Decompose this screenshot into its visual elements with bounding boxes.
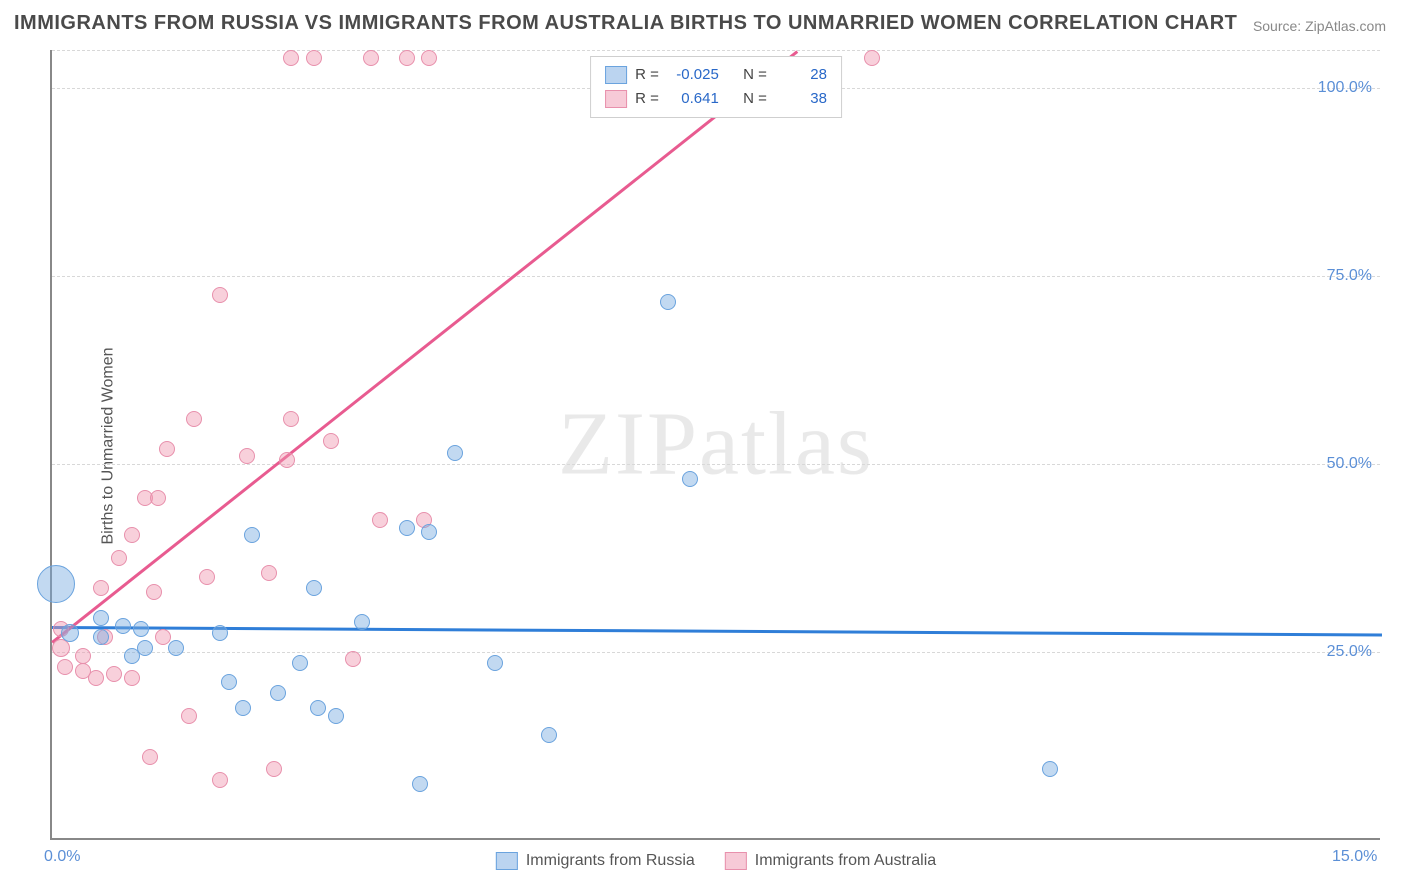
r-value-australia: 0.641	[667, 87, 719, 111]
data-point	[181, 708, 197, 724]
n-label: N =	[743, 63, 767, 87]
data-point	[541, 727, 557, 743]
legend-item-russia: Immigrants from Russia	[496, 852, 695, 870]
data-point	[111, 550, 127, 566]
data-point	[244, 527, 260, 543]
gridline	[52, 50, 1380, 51]
data-point	[150, 490, 166, 506]
y-tick-label: 25.0%	[1327, 643, 1372, 661]
watermark: ZIPatlas	[558, 393, 874, 496]
x-tick-label: 0.0%	[44, 848, 80, 866]
data-point	[37, 565, 75, 603]
data-point	[235, 700, 251, 716]
data-point	[1042, 761, 1058, 777]
data-point	[61, 624, 79, 642]
data-point	[261, 565, 277, 581]
legend-row-russia: R = -0.025 N = 28	[605, 63, 827, 87]
data-point	[115, 618, 131, 634]
y-tick-label: 75.0%	[1327, 267, 1372, 285]
data-point	[270, 685, 286, 701]
data-point	[372, 512, 388, 528]
data-point	[283, 411, 299, 427]
r-label: R =	[635, 87, 659, 111]
gridline	[52, 652, 1380, 653]
data-point	[155, 629, 171, 645]
data-point	[328, 708, 344, 724]
data-point	[199, 569, 215, 585]
data-point	[487, 655, 503, 671]
n-label: N =	[743, 87, 767, 111]
data-point	[306, 50, 322, 66]
legend-label-russia: Immigrants from Russia	[526, 852, 695, 870]
y-tick-label: 50.0%	[1327, 455, 1372, 473]
data-point	[57, 659, 73, 675]
swatch-pink-icon	[725, 852, 747, 870]
data-point	[421, 50, 437, 66]
data-point	[421, 524, 437, 540]
data-point	[93, 580, 109, 596]
data-point	[310, 700, 326, 716]
data-point	[399, 520, 415, 536]
series-legend: Immigrants from Russia Immigrants from A…	[496, 852, 936, 870]
data-point	[137, 640, 153, 656]
swatch-blue-icon	[496, 852, 518, 870]
data-point	[354, 614, 370, 630]
gridline	[52, 464, 1380, 465]
data-point	[124, 527, 140, 543]
x-tick-label: 15.0%	[1332, 848, 1377, 866]
data-point	[363, 50, 379, 66]
data-point	[106, 666, 122, 682]
data-point	[146, 584, 162, 600]
data-point	[88, 670, 104, 686]
data-point	[399, 50, 415, 66]
n-value-australia: 38	[775, 87, 827, 111]
data-point	[159, 441, 175, 457]
r-value-russia: -0.025	[667, 63, 719, 87]
r-label: R =	[635, 63, 659, 87]
swatch-pink-icon	[605, 90, 627, 108]
data-point	[212, 772, 228, 788]
data-point	[142, 749, 158, 765]
data-point	[212, 287, 228, 303]
legend-row-australia: R = 0.641 N = 38	[605, 87, 827, 111]
data-point	[283, 50, 299, 66]
data-point	[186, 411, 202, 427]
data-point	[124, 670, 140, 686]
source-label: Source: ZipAtlas.com	[1253, 18, 1386, 34]
data-point	[323, 433, 339, 449]
legend-item-australia: Immigrants from Australia	[725, 852, 936, 870]
y-tick-label: 100.0%	[1318, 79, 1372, 97]
data-point	[864, 50, 880, 66]
data-point	[682, 471, 698, 487]
legend-label-australia: Immigrants from Australia	[755, 852, 936, 870]
data-point	[221, 674, 237, 690]
data-point	[345, 651, 361, 667]
data-point	[239, 448, 255, 464]
data-point	[75, 648, 91, 664]
trend-line	[52, 626, 1382, 636]
data-point	[660, 294, 676, 310]
data-point	[93, 629, 109, 645]
data-point	[292, 655, 308, 671]
data-point	[306, 580, 322, 596]
n-value-russia: 28	[775, 63, 827, 87]
data-point	[266, 761, 282, 777]
data-point	[447, 445, 463, 461]
chart-title: IMMIGRANTS FROM RUSSIA VS IMMIGRANTS FRO…	[14, 12, 1237, 35]
correlation-legend: R = -0.025 N = 28 R = 0.641 N = 38	[590, 56, 842, 118]
trend-line	[51, 50, 797, 643]
plot-area: ZIPatlas R = -0.025 N = 28 R = 0.641 N =…	[50, 50, 1380, 840]
data-point	[212, 625, 228, 641]
data-point	[412, 776, 428, 792]
gridline	[52, 276, 1380, 277]
data-point	[279, 452, 295, 468]
swatch-blue-icon	[605, 66, 627, 84]
data-point	[93, 610, 109, 626]
data-point	[168, 640, 184, 656]
data-point	[133, 621, 149, 637]
